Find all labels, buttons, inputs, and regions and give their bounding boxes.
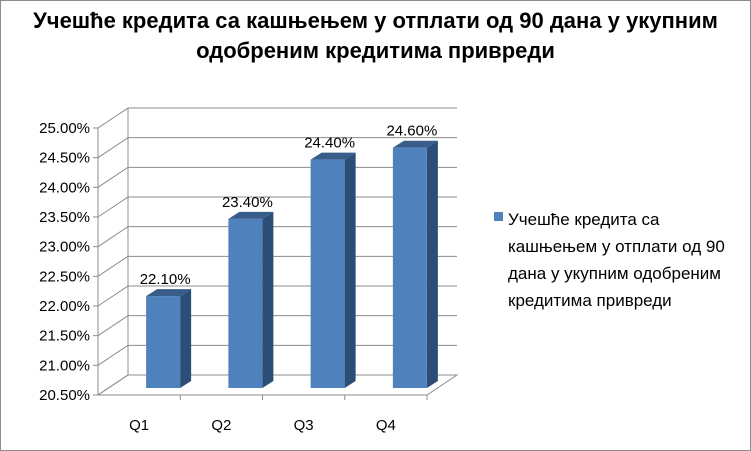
bar-top: [392, 140, 438, 148]
bar-side: [262, 211, 274, 388]
y-tick-label: 21.00%: [39, 357, 90, 374]
gridline-depth: [97, 315, 129, 337]
gridline-depth: [97, 226, 129, 248]
gridline-depth: [97, 137, 129, 159]
y-tick-label: 21.50%: [39, 328, 90, 345]
bar-top: [146, 289, 192, 297]
data-label: 24.60%: [386, 123, 437, 140]
y-tick-label: 24.50%: [39, 150, 90, 167]
bar: [146, 296, 181, 388]
data-label: 24.40%: [304, 135, 355, 152]
data-label: 23.40%: [222, 194, 273, 211]
bar: [228, 218, 263, 388]
bar-side: [344, 152, 356, 388]
gridline-depth: [97, 285, 129, 307]
gridline-depth: [97, 344, 129, 366]
y-tick-label: 20.50%: [39, 387, 90, 404]
gridline-depth: [97, 107, 129, 129]
x-tick-label: Q2: [211, 417, 231, 434]
chart-floor: [96, 374, 459, 396]
y-tick-label: 22.50%: [39, 268, 90, 285]
gridline-depth: [97, 255, 129, 277]
gridline-depth: [97, 196, 129, 218]
bar: [392, 147, 427, 388]
bar-top: [228, 211, 274, 219]
legend-label: Учешће кредита са кашњењем у отплати од …: [508, 210, 725, 310]
x-tick-label: Q1: [129, 417, 149, 434]
chart-title: Учешће кредита са кашњењем у отплати од …: [33, 8, 718, 63]
bar-side: [180, 289, 192, 388]
y-tick-label: 24.00%: [39, 179, 90, 196]
bar-top: [310, 152, 356, 160]
y-tick-label: 23.50%: [39, 209, 90, 226]
y-tick-label: 22.00%: [39, 298, 90, 315]
legend-swatch: [494, 212, 503, 221]
bar-side: [426, 140, 438, 388]
y-tick-label: 23.00%: [39, 239, 90, 256]
bar: [310, 159, 345, 388]
y-tick-label: 25.00%: [39, 120, 90, 137]
data-label: 22.10%: [140, 271, 191, 288]
x-tick-label: Q3: [294, 417, 314, 434]
x-tick-label: Q4: [376, 417, 396, 434]
gridline-depth: [97, 166, 129, 188]
